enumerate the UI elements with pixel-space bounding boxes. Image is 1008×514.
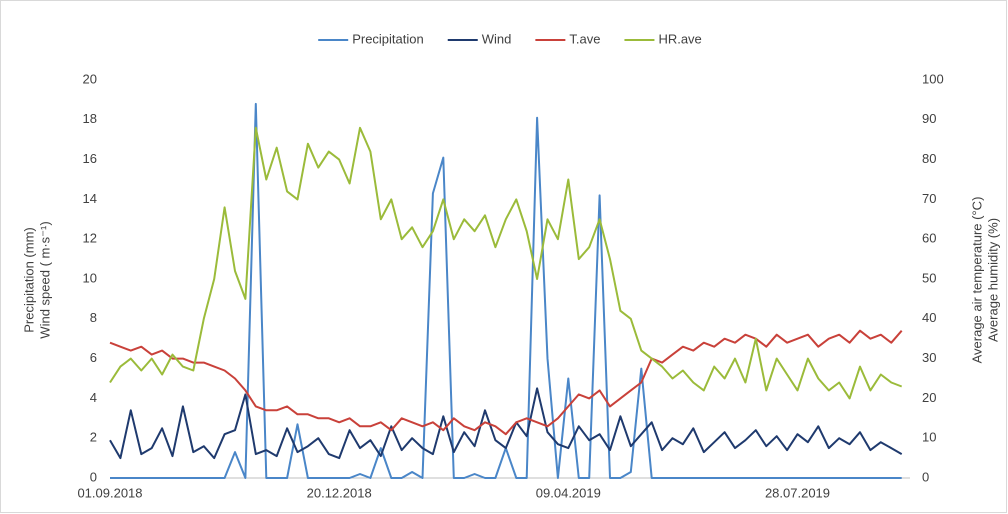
y2-axis-title: Average air temperature (°C) <box>969 197 984 364</box>
y-axis-title: Precipitation (mm) <box>21 227 36 332</box>
y-tick-label: 10 <box>83 270 97 285</box>
y-axis-title: Wind speed ( m·s⁻¹) <box>37 221 52 338</box>
legend-label: Wind <box>482 31 512 46</box>
y-tick-label: 18 <box>83 111 97 126</box>
y2-tick-label: 60 <box>922 231 936 246</box>
y2-tick-label: 50 <box>922 270 936 285</box>
y2-tick-label: 80 <box>922 151 936 166</box>
y2-tick-label: 20 <box>922 390 936 405</box>
y2-tick-label: 100 <box>922 71 944 86</box>
y-tick-label: 2 <box>90 430 97 445</box>
legend-label: T.ave <box>569 31 600 46</box>
series-line <box>109 387 903 460</box>
y-tick-label: 16 <box>83 151 97 166</box>
series-line <box>109 329 903 436</box>
legend-label: HR.ave <box>658 31 701 46</box>
y-tick-label: 0 <box>90 469 97 484</box>
y2-tick-label: 0 <box>922 469 929 484</box>
y-tick-label: 6 <box>90 350 97 365</box>
y-tick-label: 14 <box>83 191 97 206</box>
y-tick-label: 20 <box>83 71 97 86</box>
y-tick-label: 8 <box>90 310 97 325</box>
y-tick-label: 12 <box>83 231 97 246</box>
y-tick-label: 4 <box>90 390 97 405</box>
y2-tick-label: 40 <box>922 310 936 325</box>
x-tick-label: 09.04.2019 <box>536 485 601 500</box>
y2-tick-label: 90 <box>922 111 936 126</box>
x-tick-label: 28.07.2019 <box>765 485 830 500</box>
y2-tick-label: 30 <box>922 350 936 365</box>
y2-tick-label: 10 <box>922 430 936 445</box>
x-tick-label: 01.09.2018 <box>77 485 142 500</box>
legend-label: Precipitation <box>352 31 424 46</box>
series-line <box>109 126 903 400</box>
y2-tick-label: 70 <box>922 191 936 206</box>
y2-axis-title: Average humidity (%) <box>985 218 1000 342</box>
x-tick-label: 20.12.2018 <box>307 485 372 500</box>
